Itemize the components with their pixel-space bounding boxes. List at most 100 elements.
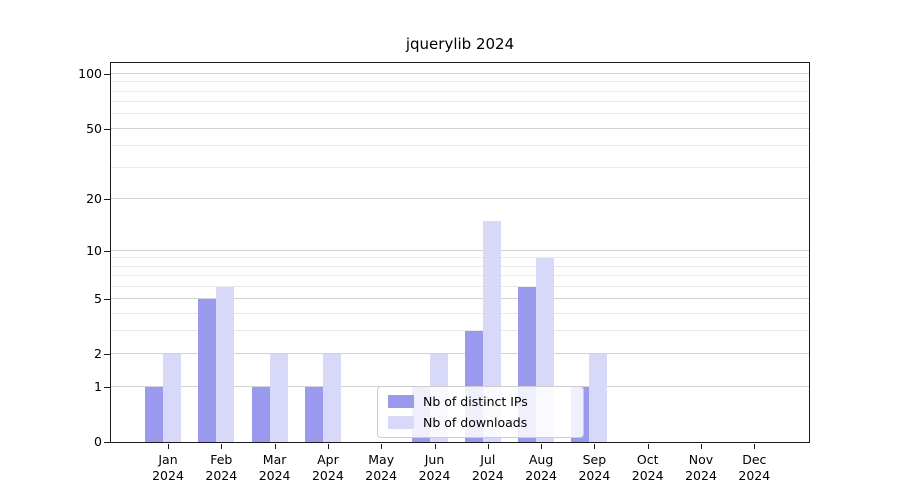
legend-swatch-icon [388,395,414,408]
gridline-minor [111,312,809,314]
x-axis-tick-label: Sep 2024 [564,452,624,484]
x-axis-tick-mark [487,444,489,449]
x-axis-tick-label: Oct 2024 [618,452,678,484]
bar-downloads [589,354,608,442]
legend-swatch-icon [388,416,414,429]
y-axis-tick-mark [104,386,110,388]
gridline-major [111,198,809,200]
legend-item-label: Nb of downloads [423,415,528,430]
y-axis-tick-mark [104,250,110,252]
x-axis-tick-mark [754,444,756,449]
bar-downloads [163,354,181,442]
x-tick-year-label: 2024 [311,468,344,483]
y-axis-tick-label: 0 [94,434,102,449]
x-axis-tick-label: Mar 2024 [245,452,305,484]
x-axis-tick-mark [701,444,702,449]
y-axis-tick-label: 2 [94,346,102,362]
x-tick-month-label: Sep [582,452,607,467]
gridline-minor [111,144,809,146]
x-tick-month-label: Feb [210,452,233,467]
y-axis-tick-label: 20 [86,191,102,207]
bar-downloads [269,354,288,442]
y-axis-tick-label: 100 [78,66,102,82]
x-tick-month-label: Dec [742,452,767,467]
x-tick-year-label: 2024 [205,468,238,483]
gridline-major [111,73,809,75]
bar-distinct-ips [304,386,323,442]
gridline-major [111,298,809,300]
gridline-major [111,353,809,355]
legend: Nb of distinct IPs Nb of downloads [377,386,584,438]
x-tick-month-label: May [368,452,395,467]
x-tick-year-label: 2024 [152,468,184,483]
bar-downloads [216,286,235,442]
x-axis-tick-label: Jul 2024 [458,452,518,484]
x-axis-tick-label: Aug 2024 [511,452,571,484]
plot-area [110,62,810,443]
x-tick-month-label: Jul [480,452,496,467]
gridline-minor [111,81,809,83]
x-tick-year-label: 2024 [471,468,504,483]
gridline-major [111,127,809,129]
x-tick-year-label: 2024 [578,468,611,483]
gridline-minor [111,90,809,92]
bar-distinct-ips [198,299,217,442]
x-tick-year-label: 2024 [365,468,398,483]
gridline-minor [111,257,809,259]
x-axis-tick-label: Feb 2024 [191,452,251,484]
y-axis-tick-mark [104,74,110,76]
gridline-minor [111,101,809,103]
x-axis-tick-label: Nov 2024 [671,452,731,484]
x-axis-tick-mark [594,444,596,449]
gridline-minor [111,265,809,267]
x-axis-tick-label: Apr 2024 [298,452,358,484]
bar-downloads [322,354,341,442]
x-tick-year-label: 2024 [258,468,291,483]
x-axis-tick-mark [327,444,329,449]
gridline-minor [111,285,809,287]
x-axis-tick-mark [381,444,383,449]
gridline-minor [111,113,809,115]
y-axis-tick-mark [104,442,110,443]
y-axis-tick-label: 5 [94,291,102,307]
legend-item-label: Nb of distinct IPs [423,394,528,409]
x-axis-tick-label: Dec 2024 [724,452,784,484]
x-axis-tick-mark [274,444,276,449]
x-tick-month-label: Nov [688,452,714,467]
gridline-minor [111,275,809,277]
bar-distinct-ips [145,386,163,442]
y-axis-tick-label: 10 [86,242,102,258]
y-axis-tick-mark [104,128,110,130]
y-axis-tick-mark [104,199,110,201]
y-axis-tick-mark [104,299,110,301]
x-axis-tick-label: May 2024 [351,452,411,484]
x-axis-tick-mark [221,444,223,449]
x-axis-tick-mark [541,444,543,449]
gridline-minor [111,330,809,332]
bar-distinct-ips [251,386,270,442]
x-axis-tick-label: Jan 2024 [138,452,198,484]
x-tick-month-label: Apr [317,452,339,467]
x-axis-tick-mark [434,444,436,449]
legend-item: Nb of distinct IPs [388,394,573,409]
x-tick-month-label: Oct [636,452,659,467]
x-axis-tick-mark [647,444,649,449]
x-tick-year-label: 2024 [631,468,664,483]
x-axis-tick-mark [168,444,169,449]
x-tick-month-label: Mar [262,452,287,467]
y-axis-tick-label: 50 [86,120,102,136]
x-axis-tick-label: Jun 2024 [405,452,465,484]
x-tick-year-label: 2024 [418,468,451,483]
chart-title: jquerylib 2024 [405,35,515,53]
y-axis-tick-mark [104,354,110,356]
x-tick-year-label: 2024 [685,468,717,483]
x-tick-year-label: 2024 [525,468,557,483]
y-axis-tick-label: 1 [94,378,102,394]
x-tick-year-label: 2024 [738,468,771,483]
gridline-major [111,249,809,251]
gridline-minor [111,167,809,169]
x-tick-month-label: Jun [424,452,445,467]
x-tick-month-label: Aug [528,452,554,467]
legend-item: Nb of downloads [388,415,573,430]
